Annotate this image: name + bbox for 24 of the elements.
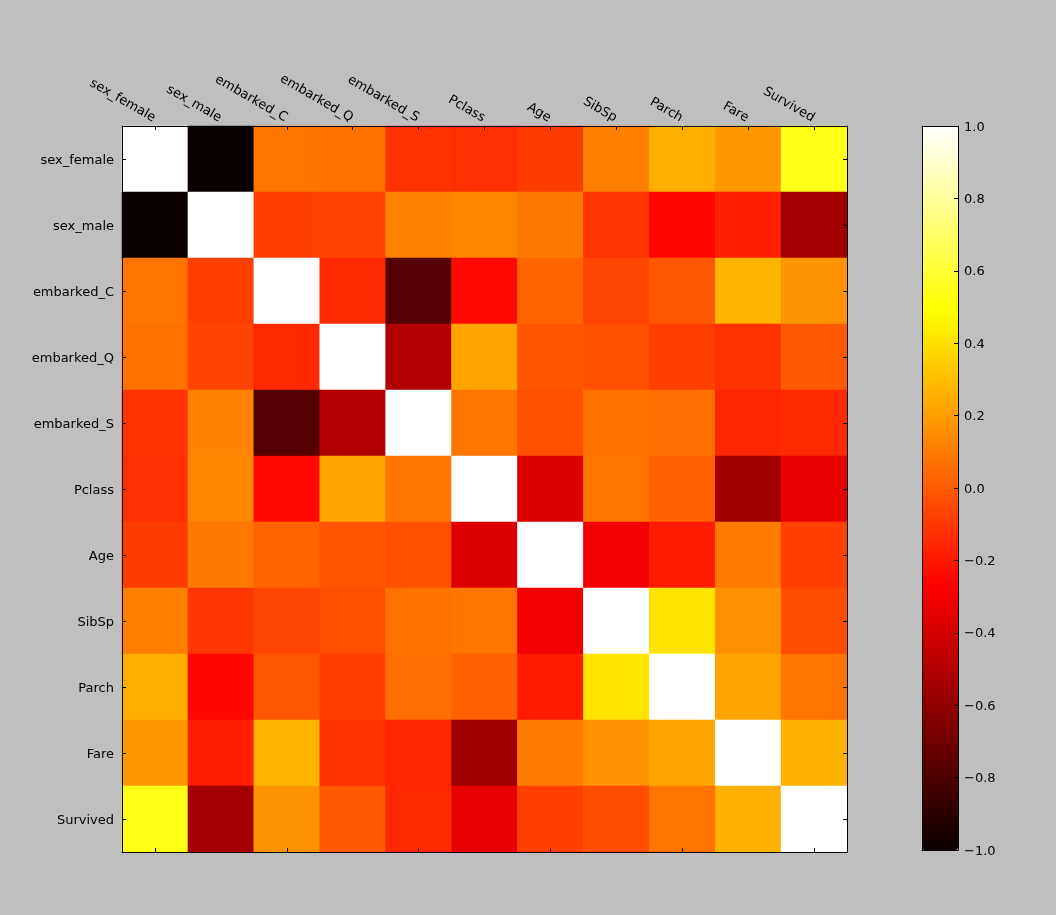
color-bar-label: 0.2 bbox=[964, 408, 985, 424]
color-bar-label: 0.8 bbox=[964, 190, 985, 206]
y-tick-label: SibSp bbox=[77, 613, 114, 629]
color-bar-label: −0.8 bbox=[964, 770, 996, 786]
y-tick-label: Fare bbox=[86, 745, 114, 761]
color-bar-label: 0.6 bbox=[964, 263, 985, 279]
x-tick-label: Age bbox=[524, 98, 555, 125]
y-tick-label: Parch bbox=[78, 679, 114, 695]
y-tick-label: sex_female bbox=[40, 151, 114, 167]
y-tick-label: embarked_Q bbox=[31, 349, 114, 365]
color-bar-label: −0.4 bbox=[964, 625, 996, 641]
color-bar-label: 0.4 bbox=[964, 335, 985, 351]
y-tick-label: embarked_C bbox=[32, 283, 114, 299]
y-tick-label: embarked_S bbox=[33, 415, 114, 431]
y-tick-label: Pclass bbox=[73, 481, 115, 497]
color-bar-label: 0.0 bbox=[964, 480, 985, 496]
color-bar-label: −0.6 bbox=[964, 697, 996, 713]
color-bar-label: 1.0 bbox=[964, 118, 985, 134]
color-bar-label: −1.0 bbox=[964, 842, 996, 858]
y-tick-label: Age bbox=[88, 547, 114, 563]
y-tick-label: sex_male bbox=[53, 217, 114, 233]
x-tick-label: Fare bbox=[720, 97, 752, 125]
y-tick-label: Survived bbox=[56, 811, 114, 827]
color-bar-label: −0.2 bbox=[964, 552, 996, 568]
